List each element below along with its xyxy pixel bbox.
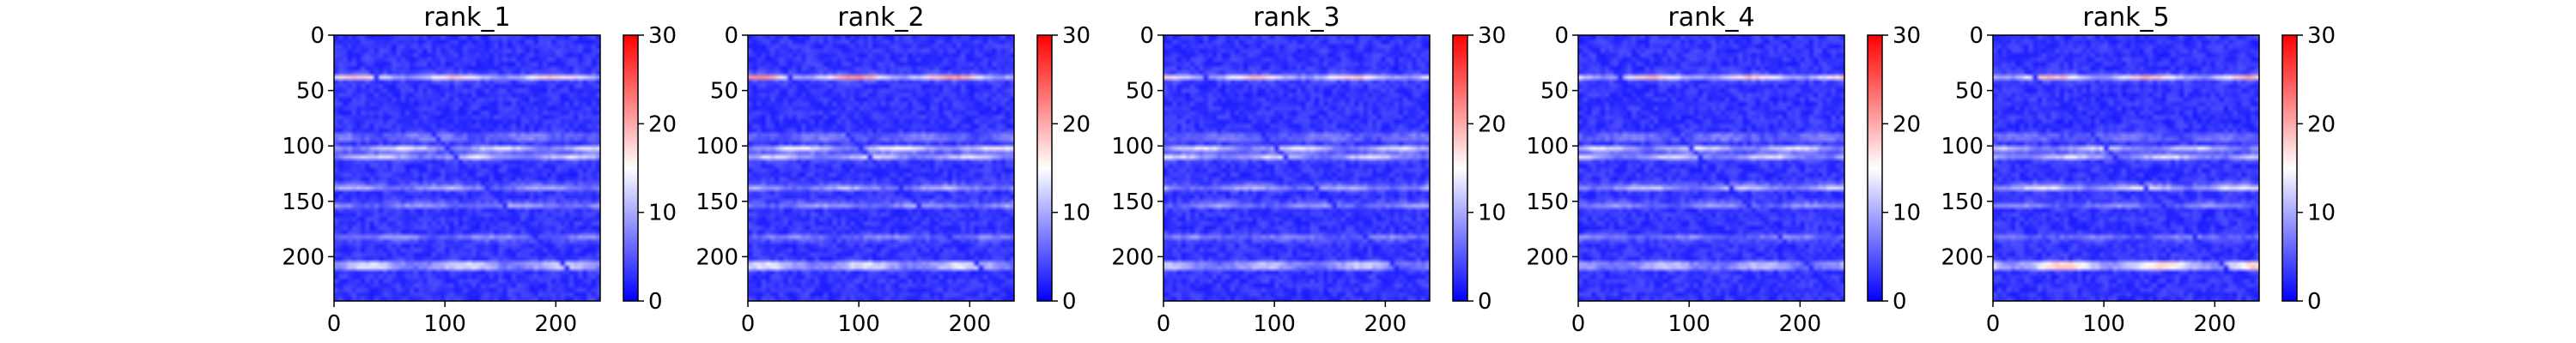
heatmap-panel-5: rank_5 0 50 100 150 200 0 100 200 0 10 20 30 <box>1941 3 2336 337</box>
heatmap-image <box>748 35 1014 301</box>
y-tick-label: 100 <box>696 134 738 159</box>
plot-frame <box>1577 34 1845 302</box>
x-tick-label: 0 <box>327 311 342 337</box>
y-tick-label: 50 <box>1955 79 1984 105</box>
y-tick-label: 0 <box>1554 23 1569 49</box>
heatmap-panel-2: rank_2 0 50 100 150 200 0 100 200 0 10 20 30 <box>696 3 1091 337</box>
x-tick-label: 0 <box>1571 311 1586 337</box>
colorbar-tick-label: 10 <box>2307 201 2336 226</box>
x-tick-label: 100 <box>837 311 880 337</box>
y-tick-label: 150 <box>1111 190 1154 215</box>
colorbar-frame <box>1867 34 1883 302</box>
y-tick-label: 200 <box>1941 244 1984 270</box>
x-tick-label: 200 <box>2194 311 2237 337</box>
colorbar-frame <box>1036 34 1053 302</box>
x-tick-label: 200 <box>1779 311 1822 337</box>
y-tick-label: 100 <box>282 134 325 159</box>
plot-frame <box>333 34 601 302</box>
y-tick-label: 200 <box>696 244 738 270</box>
colorbar-tick-label: 0 <box>648 289 663 315</box>
colorbar-tick-label: 30 <box>1478 23 1506 49</box>
y-tick-label: 150 <box>282 190 325 215</box>
x-tick-label: 0 <box>1986 311 2001 337</box>
panel-title: rank_2 <box>837 3 924 33</box>
colorbar-tick-label: 20 <box>2307 111 2336 137</box>
x-tick-label: 0 <box>1157 311 1171 337</box>
colorbar <box>1037 35 1052 301</box>
x-tick-label: 200 <box>1364 311 1407 337</box>
y-tick-label: 0 <box>1139 23 1154 49</box>
colorbar <box>623 35 638 301</box>
y-tick-label: 50 <box>1540 79 1569 105</box>
y-tick-label: 100 <box>1526 134 1569 159</box>
x-tick-label: 100 <box>423 311 466 337</box>
panel-title: rank_3 <box>1253 3 1340 33</box>
colorbar-tick-label: 0 <box>1893 289 1907 315</box>
colorbar-tick-label: 10 <box>648 201 677 226</box>
colorbar-tick-label: 30 <box>1062 23 1091 49</box>
x-tick-label: 200 <box>949 311 992 337</box>
x-tick-label: 200 <box>535 311 578 337</box>
colorbar-tick-label: 0 <box>1478 289 1492 315</box>
colorbar-tick-label: 0 <box>2307 289 2322 315</box>
x-tick-label: 100 <box>2082 311 2125 337</box>
plot-frame <box>1163 34 1431 302</box>
y-tick-label: 150 <box>1526 190 1569 215</box>
plot-frame <box>1992 34 2260 302</box>
y-tick-label: 50 <box>296 79 325 105</box>
colorbar-tick-label: 30 <box>648 23 677 49</box>
heatmap-image <box>1163 35 1430 301</box>
colorbar-tick-label: 30 <box>1893 23 1921 49</box>
colorbar <box>1453 35 1467 301</box>
x-tick-label: 100 <box>1668 311 1710 337</box>
colorbar-frame <box>2281 34 2298 302</box>
heatmap-image <box>334 35 600 301</box>
colorbar-tick-label: 10 <box>1478 201 1506 226</box>
colorbar-tick-label: 10 <box>1893 201 1921 226</box>
heatmap-image <box>1578 35 1844 301</box>
colorbar-tick-label: 20 <box>1062 111 1091 137</box>
x-tick-label: 100 <box>1253 311 1296 337</box>
colorbar-frame <box>623 34 639 302</box>
colorbar-tick-label: 30 <box>2307 23 2336 49</box>
y-tick-label: 200 <box>1111 244 1154 270</box>
y-tick-label: 50 <box>1126 79 1154 105</box>
colorbar-frame <box>1452 34 1468 302</box>
colorbar-tick-label: 20 <box>648 111 677 137</box>
colorbar-tick-label: 10 <box>1062 201 1091 226</box>
panel-title: rank_1 <box>423 3 510 33</box>
panel-title: rank_4 <box>1668 3 1754 33</box>
heatmap-panel-3: rank_3 0 50 100 150 200 0 100 200 0 10 20 30 <box>1111 3 1506 337</box>
colorbar-tick-label: 0 <box>1062 289 1077 315</box>
y-tick-label: 150 <box>696 190 738 215</box>
colorbar-tick-label: 20 <box>1893 111 1921 137</box>
plot-frame <box>747 34 1015 302</box>
y-tick-label: 50 <box>710 79 738 105</box>
y-tick-label: 200 <box>1526 244 1569 270</box>
colorbar <box>2282 35 2297 301</box>
y-tick-label: 0 <box>1969 23 1984 49</box>
y-tick-label: 0 <box>310 23 325 49</box>
heatmap-panel-1: rank_1 0 50 100 150 200 0 100 200 0 10 20 30 <box>282 3 677 337</box>
y-tick-label: 100 <box>1111 134 1154 159</box>
colorbar <box>1868 35 1882 301</box>
y-tick-label: 100 <box>1941 134 1984 159</box>
heatmap-panel-4: rank_4 0 50 100 150 200 0 100 200 0 10 20 30 <box>1526 3 1921 337</box>
y-tick-label: 200 <box>282 244 325 270</box>
x-tick-label: 0 <box>741 311 756 337</box>
panel-title: rank_5 <box>2082 3 2169 33</box>
y-tick-label: 150 <box>1941 190 1984 215</box>
y-tick-label: 0 <box>724 23 738 49</box>
heatmap-image <box>1993 35 2259 301</box>
colorbar-tick-label: 20 <box>1478 111 1506 137</box>
